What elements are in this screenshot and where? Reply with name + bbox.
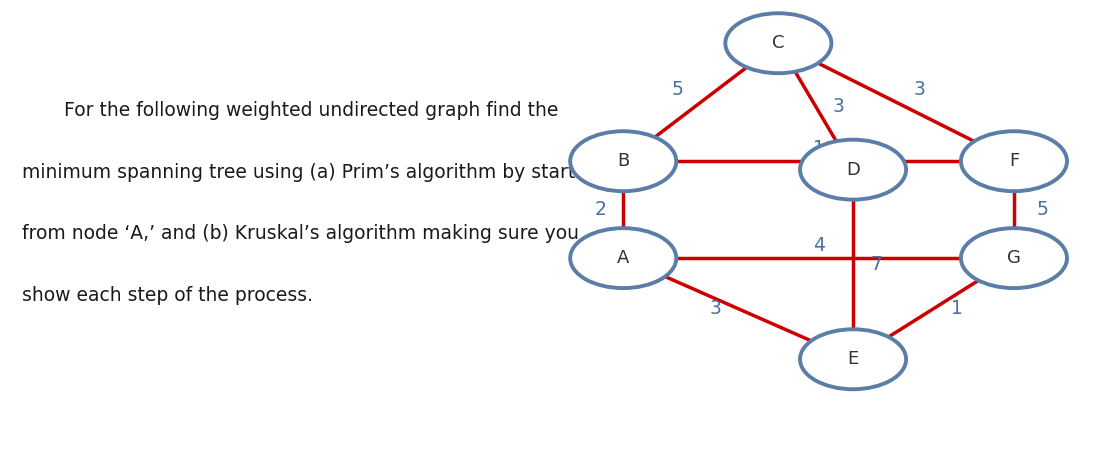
Text: G: G [1007, 249, 1021, 267]
Text: 7: 7 [870, 255, 882, 274]
Text: 1: 1 [950, 299, 962, 318]
Ellipse shape [800, 329, 906, 389]
Text: 5: 5 [1036, 200, 1049, 219]
Text: 3: 3 [833, 97, 844, 116]
Text: show each step of the process.: show each step of the process. [22, 286, 313, 305]
Text: For the following weighted undirected graph find the: For the following weighted undirected gr… [22, 101, 558, 120]
Ellipse shape [961, 131, 1067, 191]
Text: from node ‘A,’ and (b) Kruskal’s algorithm making sure you: from node ‘A,’ and (b) Kruskal’s algorit… [22, 224, 579, 243]
Text: C: C [772, 34, 785, 52]
Ellipse shape [570, 228, 676, 288]
Text: B: B [617, 152, 630, 170]
Text: 3: 3 [709, 299, 722, 318]
Text: A: A [617, 249, 630, 267]
Text: F: F [1009, 152, 1019, 170]
Text: 2: 2 [594, 200, 607, 219]
Text: D: D [846, 161, 860, 179]
Ellipse shape [961, 228, 1067, 288]
Ellipse shape [725, 13, 831, 73]
Text: minimum spanning tree using (a) Prim’s algorithm by starting: minimum spanning tree using (a) Prim’s a… [22, 163, 604, 181]
Text: 4: 4 [812, 236, 824, 255]
Text: 5: 5 [672, 80, 684, 99]
Text: 1: 1 [812, 139, 824, 158]
Ellipse shape [800, 140, 906, 200]
Text: E: E [848, 350, 859, 368]
Text: 3: 3 [913, 80, 925, 99]
Ellipse shape [570, 131, 676, 191]
